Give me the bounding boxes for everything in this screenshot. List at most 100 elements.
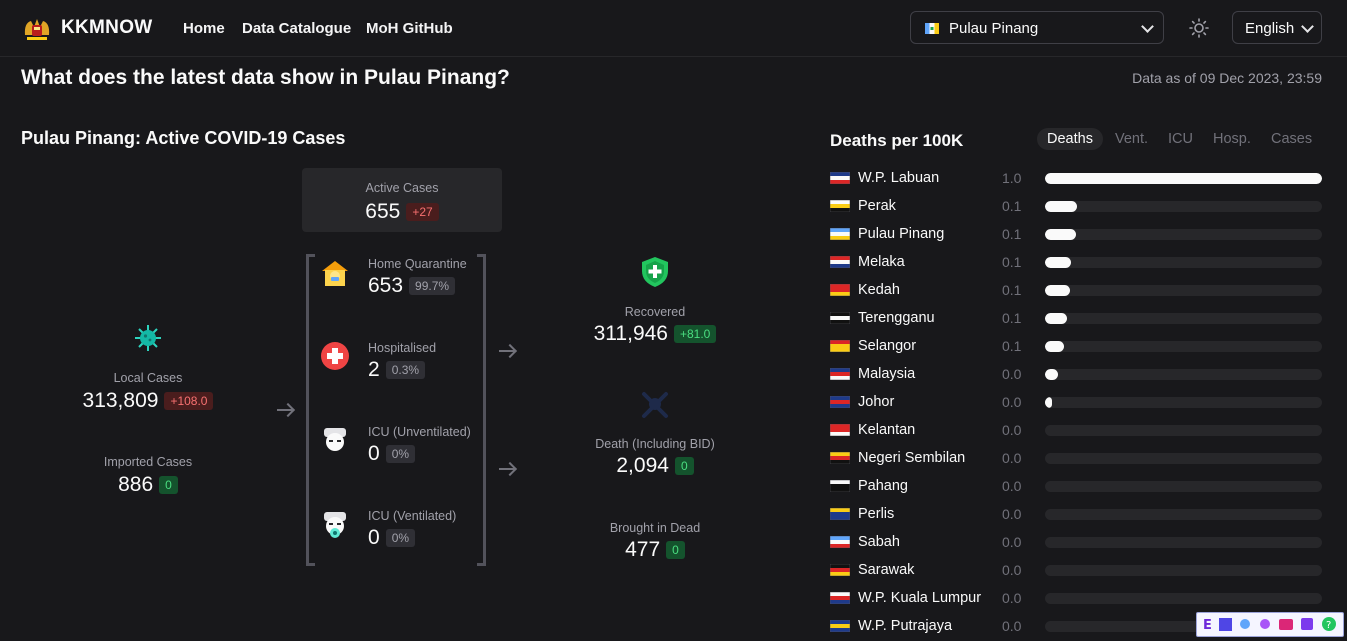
imported-cases-label: Imported Cases: [103, 455, 193, 469]
ranking-title: Deaths per 100K: [830, 131, 964, 150]
ranking-row-bar-track: [1045, 341, 1322, 352]
ranking-row-bar-track: [1045, 509, 1322, 520]
ranking-row-value: 0.0: [1002, 506, 1022, 522]
ranking-row: Johor 0.0: [830, 388, 1322, 416]
brand-name[interactable]: KKMNOW: [61, 17, 153, 38]
ranking-row-name: Kelantan: [858, 422, 916, 438]
ranking-row-value: 0.0: [1002, 534, 1022, 550]
ranking-row-name: Selangor: [858, 338, 917, 354]
pahang-flag-icon: [830, 480, 850, 492]
brought-in-dead-value: 477: [625, 538, 661, 561]
ranking-row-value: 0.0: [1002, 590, 1022, 606]
perak-flag-icon: [830, 200, 850, 212]
ime-toolbar[interactable]: E ?: [1196, 612, 1344, 637]
imported-cases-value: 886: [118, 473, 154, 496]
hospitalised-value: 2: [368, 358, 380, 381]
ranking-row-bar-fill: [1045, 397, 1052, 408]
ranking-row-name: Sabah: [858, 534, 900, 550]
ranking-row-name: Sarawak: [858, 562, 915, 578]
malaysia-coat-of-arms-icon[interactable]: [22, 15, 52, 41]
terengganu-flag-icon: [830, 312, 850, 324]
ranking-row-bar-fill: [1045, 285, 1070, 296]
icu-unventilated-value-row: 0 0%: [368, 442, 416, 466]
sun-icon[interactable]: [1188, 17, 1210, 39]
ranking-row-value: 0.1: [1002, 198, 1022, 214]
selangor-flag-icon: [830, 340, 850, 352]
recovered-value-row: 311,946 +81.0: [555, 322, 755, 346]
ranking-row-name: Malaysia: [858, 366, 916, 382]
nav-data-catalogue[interactable]: Data Catalogue: [242, 20, 352, 37]
ranking-row: Sabah 0.0: [830, 528, 1322, 556]
arrow-right-icon: [277, 409, 293, 411]
imported-cases-value-row: 886 0: [48, 473, 248, 497]
ranking-row: Kedah 0.1: [830, 276, 1322, 304]
ranking-row: Melaka 0.1: [830, 248, 1322, 276]
chevron-down-icon: [1141, 20, 1154, 33]
death-value-row: 2,094 0: [555, 454, 755, 478]
ranking-row-bar-track: [1045, 173, 1322, 184]
sabah-flag-icon: [830, 536, 850, 548]
brought-in-dead-change: 0: [666, 540, 685, 559]
death-change: 0: [674, 456, 694, 475]
ranking-row-name: Pahang: [858, 478, 908, 494]
brought-in-dead-value-row: 477 0: [555, 538, 755, 562]
ranking-row: W.P. Labuan 1.0: [830, 164, 1322, 192]
ranking-row-value: 0.1: [1002, 338, 1022, 354]
ranking-row-bar-track: [1045, 593, 1322, 604]
ranking-row-name: Perlis: [858, 506, 895, 522]
virus-icon: [135, 325, 161, 351]
ranking-row-name: Johor: [858, 394, 895, 410]
ranking-row-value: 1.0: [1002, 170, 1022, 186]
tab-icu[interactable]: ICU: [1168, 131, 1193, 147]
ranking-row-bar-fill: [1045, 229, 1077, 240]
ranking-row-bar-track: [1045, 313, 1322, 324]
ranking-row: Pahang 0.0: [830, 472, 1322, 500]
tab-hosp[interactable]: Hosp.: [1213, 131, 1251, 147]
nav-home[interactable]: Home: [183, 20, 225, 37]
ranking-row: Terengganu 0.1: [830, 304, 1322, 332]
home-quarantine-value: 653: [368, 274, 404, 297]
ranking-row-bar-fill: [1045, 257, 1072, 268]
ranking-row-bar-track: [1045, 257, 1322, 268]
tab-deaths[interactable]: Deaths: [1037, 128, 1103, 150]
ranking-row: W.P. Putrajaya 0.0: [830, 612, 1322, 640]
recovered-label: Recovered: [624, 305, 686, 319]
ranking-row-value: 0.0: [1002, 478, 1022, 494]
negeri-sembilan-flag-icon: [830, 452, 850, 464]
state-dropdown[interactable]: Pulau Pinang: [910, 11, 1164, 44]
ranking-row: Perak 0.1: [830, 192, 1322, 220]
ranking-row: Selangor 0.1: [830, 332, 1322, 360]
nav-moh-github[interactable]: MoH GitHub: [366, 20, 453, 37]
language-dropdown[interactable]: English: [1232, 11, 1322, 44]
pulau-pinang-flag-icon: [830, 228, 850, 240]
death-label: Death (Including BID): [595, 437, 715, 451]
ranking-row-bar-track: [1045, 481, 1322, 492]
imported-cases-change: 0: [159, 475, 178, 494]
recovered-change: +81.0: [673, 324, 717, 343]
malaysia-flag-icon: [830, 368, 850, 380]
kelantan-flag-icon: [830, 424, 850, 436]
right-bracket: [477, 254, 486, 566]
ranking-row-bar-fill: [1045, 341, 1065, 352]
tab-vent[interactable]: Vent.: [1115, 131, 1149, 147]
icu-unventilated-label: ICU (Unventilated): [368, 425, 471, 439]
penang-flag-icon: [925, 23, 939, 34]
ventilated-patient-icon: [324, 512, 346, 538]
page-title: What does the latest data show in Pulau …: [21, 66, 510, 89]
ranking-row-bar-track: [1045, 425, 1322, 436]
johor-flag-icon: [830, 396, 850, 408]
icu-unventilated-pct: 0%: [385, 444, 416, 463]
data-timestamp: Data as of 09 Dec 2023, 23:59: [1132, 70, 1322, 86]
ranking-row: Malaysia 0.0: [830, 360, 1322, 388]
ranking-row-name: Terengganu: [858, 310, 935, 326]
active-cases-section-title: Pulau Pinang: Active COVID-19 Cases: [21, 128, 346, 148]
icu-patient-icon: [324, 428, 346, 451]
w-p-putrajaya-flag-icon: [830, 620, 850, 632]
hospital-cross-icon: [321, 342, 349, 370]
tab-cases[interactable]: Cases: [1271, 131, 1313, 147]
ranking-row-value: 0.0: [1002, 618, 1022, 634]
icu-ventilated-pct: 0%: [385, 528, 416, 547]
sarawak-flag-icon: [830, 564, 850, 576]
ranking-row-name: Negeri Sembilan: [858, 450, 966, 466]
hospitalised-label: Hospitalised: [368, 341, 437, 355]
